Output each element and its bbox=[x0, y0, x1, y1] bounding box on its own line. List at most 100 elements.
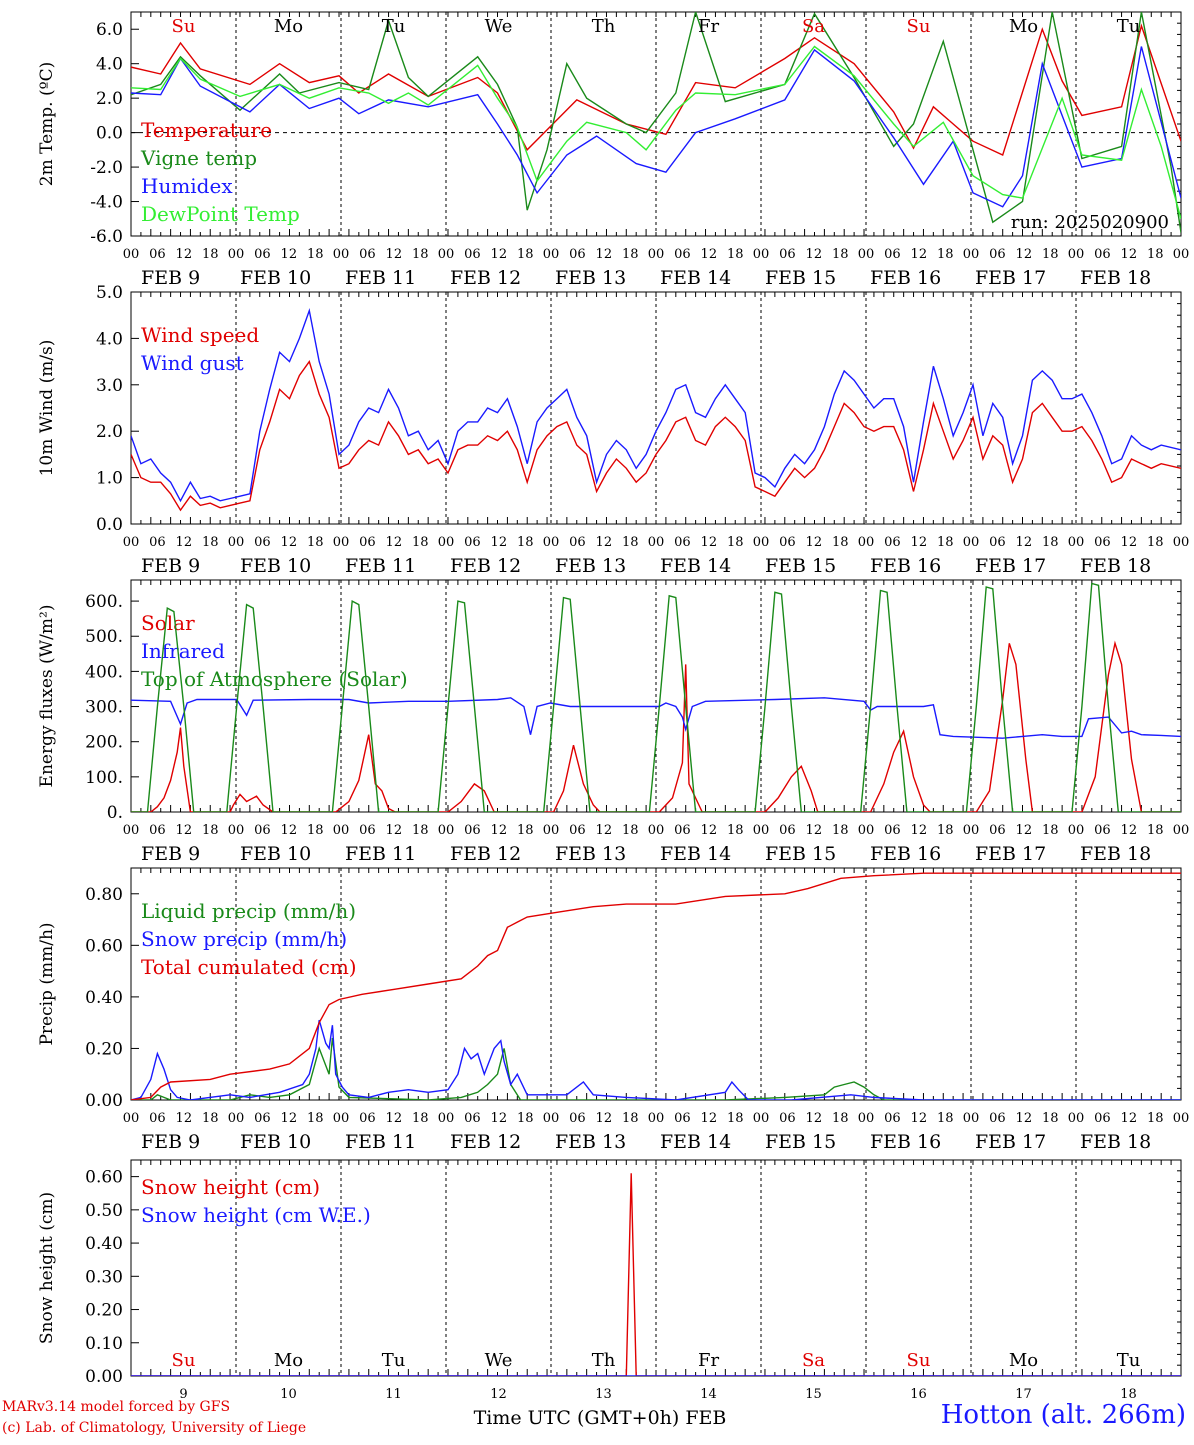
hour-tick-label: 18 bbox=[1042, 823, 1059, 838]
weekday-label: Mo bbox=[274, 1350, 303, 1371]
hour-tick-label: 12 bbox=[281, 247, 298, 262]
hour-tick-label: 12 bbox=[806, 1111, 823, 1126]
hour-tick-label: 06 bbox=[674, 823, 691, 838]
lab-credit: (c) Lab. of Climatology, University of L… bbox=[2, 1420, 307, 1436]
hour-tick-label: 00 bbox=[1068, 247, 1085, 262]
y-tick-label: 0.0 bbox=[96, 124, 123, 144]
series-line-1 bbox=[131, 360, 1181, 512]
hour-tick-label: 12 bbox=[176, 247, 193, 262]
weekday-label: Mo bbox=[1009, 16, 1038, 37]
date-label: FEB 13 bbox=[555, 555, 626, 577]
hour-tick-label: 00 bbox=[123, 535, 140, 550]
hour-tick-label: 00 bbox=[858, 823, 875, 838]
hour-tick-label: 00 bbox=[1173, 1111, 1190, 1126]
hour-tick-label: 06 bbox=[569, 823, 586, 838]
date-label: FEB 11 bbox=[345, 1131, 416, 1153]
date-label: FEB 12 bbox=[450, 555, 521, 577]
hour-tick-label: 18 bbox=[412, 535, 429, 550]
legend-entry: DewPoint Temp bbox=[141, 202, 300, 226]
day-number-label: 13 bbox=[595, 1387, 612, 1402]
hour-tick-label: 00 bbox=[438, 1111, 455, 1126]
y-tick-label: -6.0 bbox=[90, 227, 123, 247]
date-label: FEB 9 bbox=[141, 843, 200, 865]
hour-tick-label: 12 bbox=[176, 823, 193, 838]
hour-tick-label: 06 bbox=[569, 247, 586, 262]
hour-tick-label: 12 bbox=[911, 1111, 928, 1126]
y-tick-label: 0.60 bbox=[85, 1168, 123, 1188]
hour-tick-label: 06 bbox=[149, 535, 166, 550]
y-tick-label: 600. bbox=[85, 592, 123, 612]
hour-tick-label: 12 bbox=[596, 823, 613, 838]
hour-tick-label: 18 bbox=[202, 823, 219, 838]
hour-tick-label: 00 bbox=[648, 535, 665, 550]
hour-tick-label: 06 bbox=[254, 535, 271, 550]
hour-tick-label: 00 bbox=[438, 823, 455, 838]
y-tick-label: 0.80 bbox=[85, 885, 123, 905]
hour-tick-label: 06 bbox=[464, 823, 481, 838]
run-label: run: 2025020900 bbox=[1011, 212, 1169, 233]
hour-tick-label: 12 bbox=[701, 1111, 718, 1126]
hour-tick-label: 00 bbox=[543, 823, 560, 838]
y-tick-label: 200. bbox=[85, 733, 123, 753]
panel-2: 5.0 4.0 3.0 2.0 1.0 0.0 10m Wind (m/s) Wind spe… bbox=[37, 283, 1189, 577]
hour-tick-label: 00 bbox=[648, 1111, 665, 1126]
hour-tick-label: 12 bbox=[1016, 1111, 1033, 1126]
hour-tick-label: 06 bbox=[254, 247, 271, 262]
hour-tick-label: 18 bbox=[937, 823, 954, 838]
hour-tick-label: 00 bbox=[858, 247, 875, 262]
date-label: FEB 14 bbox=[660, 267, 731, 289]
series-line-1 bbox=[131, 640, 1181, 812]
hour-tick-label: 06 bbox=[569, 1111, 586, 1126]
date-label: FEB 14 bbox=[660, 1131, 731, 1153]
y-axis-label: 10m Wind (m/s) bbox=[37, 340, 57, 477]
hour-tick-label: 12 bbox=[911, 247, 928, 262]
hour-tick-label: 18 bbox=[622, 247, 639, 262]
weekday-label: Su bbox=[172, 1350, 196, 1371]
hour-tick-label: 12 bbox=[281, 1111, 298, 1126]
y-tick-label: 4.0 bbox=[96, 329, 123, 349]
hour-tick-label: 06 bbox=[359, 823, 376, 838]
hour-tick-label: 06 bbox=[1094, 823, 1111, 838]
hour-tick-label: 06 bbox=[464, 1111, 481, 1126]
hour-tick-label: 00 bbox=[333, 535, 350, 550]
day-number-label: 15 bbox=[805, 1387, 822, 1402]
y-tick-label: 2.0 bbox=[96, 89, 123, 109]
legend-entry: Snow height (cm W.E.) bbox=[141, 1203, 371, 1227]
panel-3: 600. 500. 400. 300. 200. 100. 0. Energy fluxes … bbox=[37, 579, 1189, 865]
day-number-label: 17 bbox=[1015, 1387, 1032, 1402]
panel-1: 6.0 4.0 2.0 0.0 -2.0 -4.0 -6.0 2m Temp. (ºC) Tem… bbox=[37, 11, 1190, 289]
date-label: FEB 15 bbox=[765, 843, 836, 865]
date-label: FEB 15 bbox=[765, 1131, 836, 1153]
date-label: FEB 17 bbox=[975, 843, 1046, 865]
date-label: FEB 15 bbox=[765, 555, 836, 577]
weekday-label: Th bbox=[592, 16, 616, 37]
y-tick-label: 400. bbox=[85, 662, 123, 682]
hour-tick-label: 00 bbox=[858, 1111, 875, 1126]
date-label: FEB 13 bbox=[555, 843, 626, 865]
hour-tick-label: 00 bbox=[228, 247, 245, 262]
hour-tick-label: 18 bbox=[412, 823, 429, 838]
hour-tick-label: 06 bbox=[989, 535, 1006, 550]
legend-entry: Temperature bbox=[141, 118, 272, 142]
hour-tick-label: 12 bbox=[1016, 823, 1033, 838]
legend-entry: Solar bbox=[141, 611, 195, 635]
hour-tick-label: 18 bbox=[202, 1111, 219, 1126]
series-line-1 bbox=[131, 1038, 1181, 1100]
hour-tick-label: 12 bbox=[1121, 535, 1138, 550]
hour-tick-label: 06 bbox=[254, 823, 271, 838]
hour-tick-label: 06 bbox=[569, 535, 586, 550]
hour-tick-label: 12 bbox=[1016, 535, 1033, 550]
hour-tick-label: 00 bbox=[1173, 247, 1190, 262]
model-credit: MARv3.14 model forced by GFS bbox=[2, 1399, 231, 1415]
hour-tick-label: 18 bbox=[727, 535, 744, 550]
hour-tick-label: 18 bbox=[307, 1111, 324, 1126]
date-label: FEB 9 bbox=[141, 555, 200, 577]
hour-tick-label: 18 bbox=[937, 535, 954, 550]
hour-tick-label: 18 bbox=[727, 247, 744, 262]
day-number-label: 16 bbox=[910, 1387, 927, 1402]
y-tick-label: 5.0 bbox=[96, 283, 123, 303]
date-label: FEB 12 bbox=[450, 843, 521, 865]
y-tick-label: 0.00 bbox=[85, 1091, 123, 1111]
panel-5: 0.60 0.50 0.40 0.30 0.20 0.10 0.00 Snow height … bbox=[37, 1159, 1182, 1429]
hour-tick-label: 00 bbox=[963, 1111, 980, 1126]
